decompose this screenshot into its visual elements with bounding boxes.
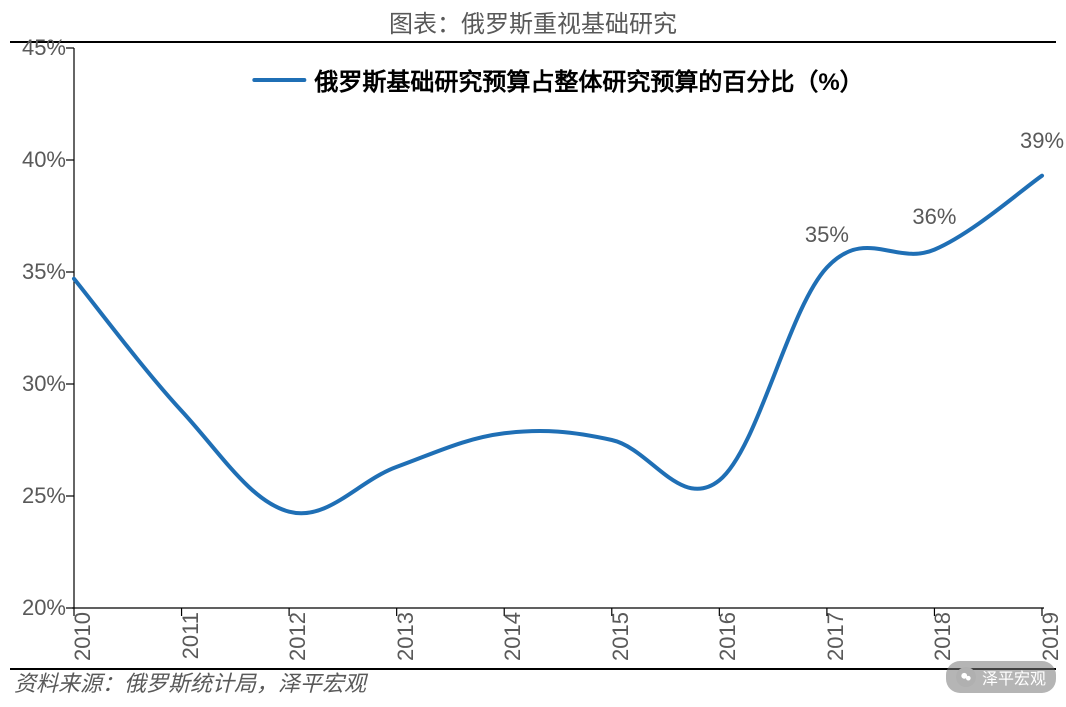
chart-title: 图表：俄罗斯重视基础研究 [389, 4, 677, 39]
wechat-icon [956, 667, 976, 687]
x-tick-label: 2012 [285, 612, 311, 661]
y-tick-label: 20% [22, 595, 72, 621]
y-tick-label: 40% [22, 147, 72, 173]
x-tick-label: 2018 [930, 612, 956, 661]
x-tick-label: 2011 [178, 612, 204, 659]
chart-legend: 俄罗斯基础研究预算占整体研究预算的百分比（%） [252, 62, 863, 97]
chart-svg [72, 48, 1044, 608]
x-tick-label: 2017 [823, 612, 849, 661]
y-tick-label: 30% [22, 371, 72, 397]
x-tick-label: 2015 [608, 612, 634, 661]
x-tick-label: 2016 [715, 612, 741, 661]
source-text: 资料来源：俄罗斯统计局，泽平宏观 [14, 666, 366, 698]
watermark-text: 泽平宏观 [982, 665, 1046, 689]
legend-label: 俄罗斯基础研究预算占整体研究预算的百分比（%） [314, 62, 863, 97]
x-tick-label: 2019 [1038, 612, 1064, 661]
data-point-label: 36% [912, 204, 956, 230]
data-point-label: 39% [1020, 128, 1064, 154]
x-tick-label: 2014 [500, 612, 526, 661]
legend-swatch [252, 78, 306, 82]
y-tick-label: 25% [22, 483, 72, 509]
y-tick-label: 35% [22, 259, 72, 285]
watermark: 泽平宏观 [946, 661, 1056, 693]
y-tick-label: 45% [22, 35, 72, 61]
title-rule [10, 41, 1056, 43]
x-tick-label: 2010 [70, 612, 96, 661]
x-tick-label: 2013 [393, 612, 419, 661]
line-chart: 俄罗斯基础研究预算占整体研究预算的百分比（%） 20%25%30%35%40%4… [72, 48, 1044, 608]
data-point-label: 35% [805, 222, 849, 248]
